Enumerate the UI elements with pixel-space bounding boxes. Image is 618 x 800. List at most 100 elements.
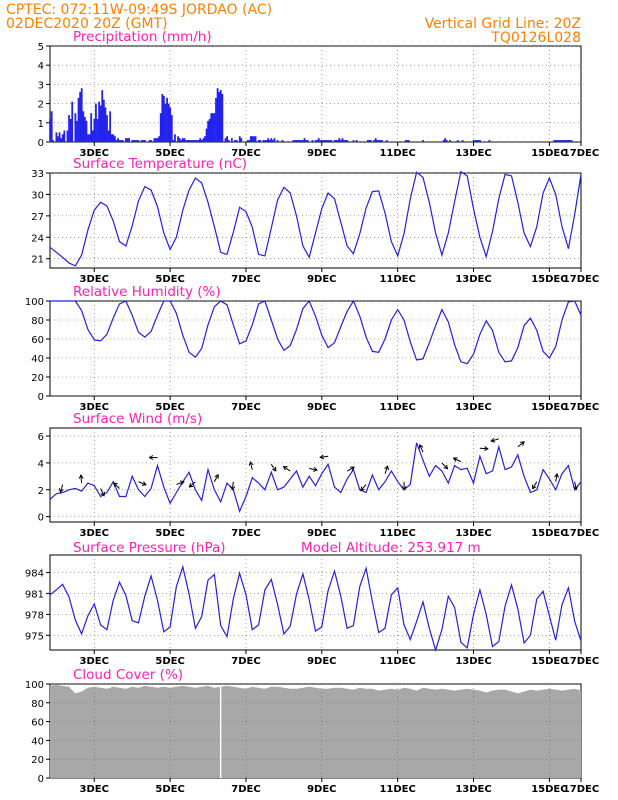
cloud-title: Cloud Cover (%) bbox=[73, 667, 183, 683]
precip-bar bbox=[249, 136, 252, 142]
precip-bar bbox=[324, 140, 326, 142]
precip-bar bbox=[90, 113, 93, 142]
wind-arrow bbox=[479, 447, 488, 450]
precip-bar bbox=[292, 140, 295, 142]
temperature-xtick-label: 7DEC bbox=[231, 274, 260, 285]
precip-bar bbox=[121, 140, 124, 142]
precip-bar bbox=[60, 138, 63, 142]
wind-arrow bbox=[419, 444, 424, 453]
humidity-panel: 0 20 40 60 80 100 3DEC 5DEC 7DEC 9DEC 11DEC 13DEC 15… bbox=[25, 284, 599, 413]
pressure-title: Surface Pressure (hPa) bbox=[73, 540, 226, 556]
precip-bar bbox=[265, 140, 268, 142]
wind-arrow bbox=[517, 441, 525, 448]
precip-bar bbox=[188, 140, 191, 142]
precip-bar bbox=[561, 140, 564, 142]
precip-bar bbox=[158, 136, 161, 142]
cloud-ytick-label: 20 bbox=[31, 755, 44, 766]
precip-xtick-label: 13DEC bbox=[455, 148, 491, 159]
precip-bar bbox=[120, 140, 123, 142]
precip-bar bbox=[554, 140, 557, 142]
wind-arrow-head bbox=[112, 482, 118, 488]
precip-ytick-label: 1 bbox=[38, 119, 44, 130]
wind-arrow-head bbox=[58, 488, 64, 494]
wind-arrow-head bbox=[179, 480, 185, 486]
precip-bar bbox=[477, 140, 480, 142]
cloud-xtick-label: 5DEC bbox=[155, 784, 184, 795]
precip-bar bbox=[559, 140, 562, 142]
precip-bar bbox=[472, 140, 475, 142]
cloud-ytick-label: 80 bbox=[31, 699, 44, 710]
wind-arrow-head bbox=[282, 466, 288, 471]
wind-arrow bbox=[231, 481, 234, 490]
wind-arrow-head bbox=[360, 486, 365, 492]
precip-bar bbox=[475, 140, 478, 142]
precip-bar bbox=[148, 140, 151, 142]
precip-bar bbox=[161, 94, 164, 142]
precip-xtick-label: 9DEC bbox=[307, 148, 336, 159]
precip-xtick-label: 5DEC bbox=[155, 148, 184, 159]
precip-bar bbox=[474, 140, 477, 142]
pressure-frame bbox=[49, 554, 582, 651]
precip-bar bbox=[385, 140, 388, 142]
wind-ytick-label: 0 bbox=[38, 513, 44, 524]
wind-panel: 0 2 4 6 3DEC 5DEC 7DEC 9DEC 11DEC 13DEC 15DEC17DEC… bbox=[38, 411, 600, 539]
precip-bar bbox=[230, 138, 233, 142]
precip-title: Precipitation (mm/h) bbox=[73, 29, 212, 45]
precip-bar bbox=[422, 140, 424, 142]
humidity-ytick-label: 80 bbox=[31, 316, 44, 327]
precip-frame bbox=[49, 45, 582, 143]
precip-bar bbox=[407, 140, 410, 142]
precip-bar bbox=[335, 140, 338, 142]
precip-bar bbox=[456, 140, 459, 142]
humidity-frame bbox=[49, 300, 582, 397]
cloud-ytick-label: 40 bbox=[31, 736, 44, 747]
wind-arrow-head bbox=[350, 466, 355, 471]
humidity-ytick-label: 40 bbox=[31, 354, 44, 365]
precip-ytick-label: 2 bbox=[38, 100, 44, 111]
cloud-xtick-label: 13DEC bbox=[455, 784, 491, 795]
precip-bar bbox=[204, 136, 206, 142]
humidity-xtick-label: 17DEC bbox=[563, 402, 599, 413]
precip-bar bbox=[102, 99, 105, 142]
wind-arrow-head bbox=[384, 465, 389, 471]
wind-arrow-head bbox=[452, 457, 458, 462]
cloud-xtick-label: 9DEC bbox=[307, 784, 336, 795]
wind-arrow bbox=[320, 455, 329, 458]
precip-bar bbox=[300, 140, 303, 142]
precip-ytick-label: 5 bbox=[38, 42, 44, 53]
precip-bar bbox=[368, 140, 371, 142]
wind-arrow-head bbox=[401, 486, 407, 491]
temperature-xtick-label: 11DEC bbox=[379, 274, 415, 285]
precip-bar bbox=[63, 130, 66, 142]
humidity-xtick-label: 9DEC bbox=[307, 402, 336, 413]
precip-bar bbox=[215, 97, 217, 142]
precip-bar bbox=[218, 92, 221, 142]
precip-bar bbox=[562, 140, 565, 142]
precip-bar bbox=[213, 113, 216, 142]
precip-bar bbox=[193, 140, 195, 142]
wind-xtick-label: 17DEC bbox=[563, 528, 599, 539]
precip-bar bbox=[224, 138, 227, 142]
precip-bar bbox=[150, 140, 153, 142]
wind-arrow bbox=[213, 474, 219, 483]
precip-bar bbox=[185, 140, 187, 142]
precip-bar bbox=[406, 140, 409, 142]
wind-arrow bbox=[270, 464, 277, 472]
precip-ytick-label: 4 bbox=[38, 61, 44, 72]
precip-bar bbox=[295, 140, 298, 142]
precip-bar bbox=[404, 140, 407, 142]
wind-arrow bbox=[491, 438, 499, 442]
precip-bar bbox=[302, 140, 304, 142]
precip-bar bbox=[66, 130, 69, 142]
wind-xtick-label: 7DEC bbox=[231, 528, 260, 539]
precip-bar bbox=[153, 138, 156, 142]
precip-bar bbox=[569, 140, 571, 142]
precip-bar bbox=[177, 136, 180, 142]
precip-bar bbox=[240, 138, 243, 142]
humidity-xtick-label: 15DEC bbox=[531, 402, 567, 413]
precip-bar bbox=[126, 138, 129, 142]
precip-panel: 0 1 2 3 4 5 3DEC 5DEC 7DEC 9DEC 11DEC 13DEC 15DEC17D… bbox=[38, 29, 600, 159]
temperature-xtick-label: 17DEC bbox=[563, 274, 599, 285]
precip-bar bbox=[180, 140, 183, 142]
precip-bar bbox=[565, 140, 568, 142]
